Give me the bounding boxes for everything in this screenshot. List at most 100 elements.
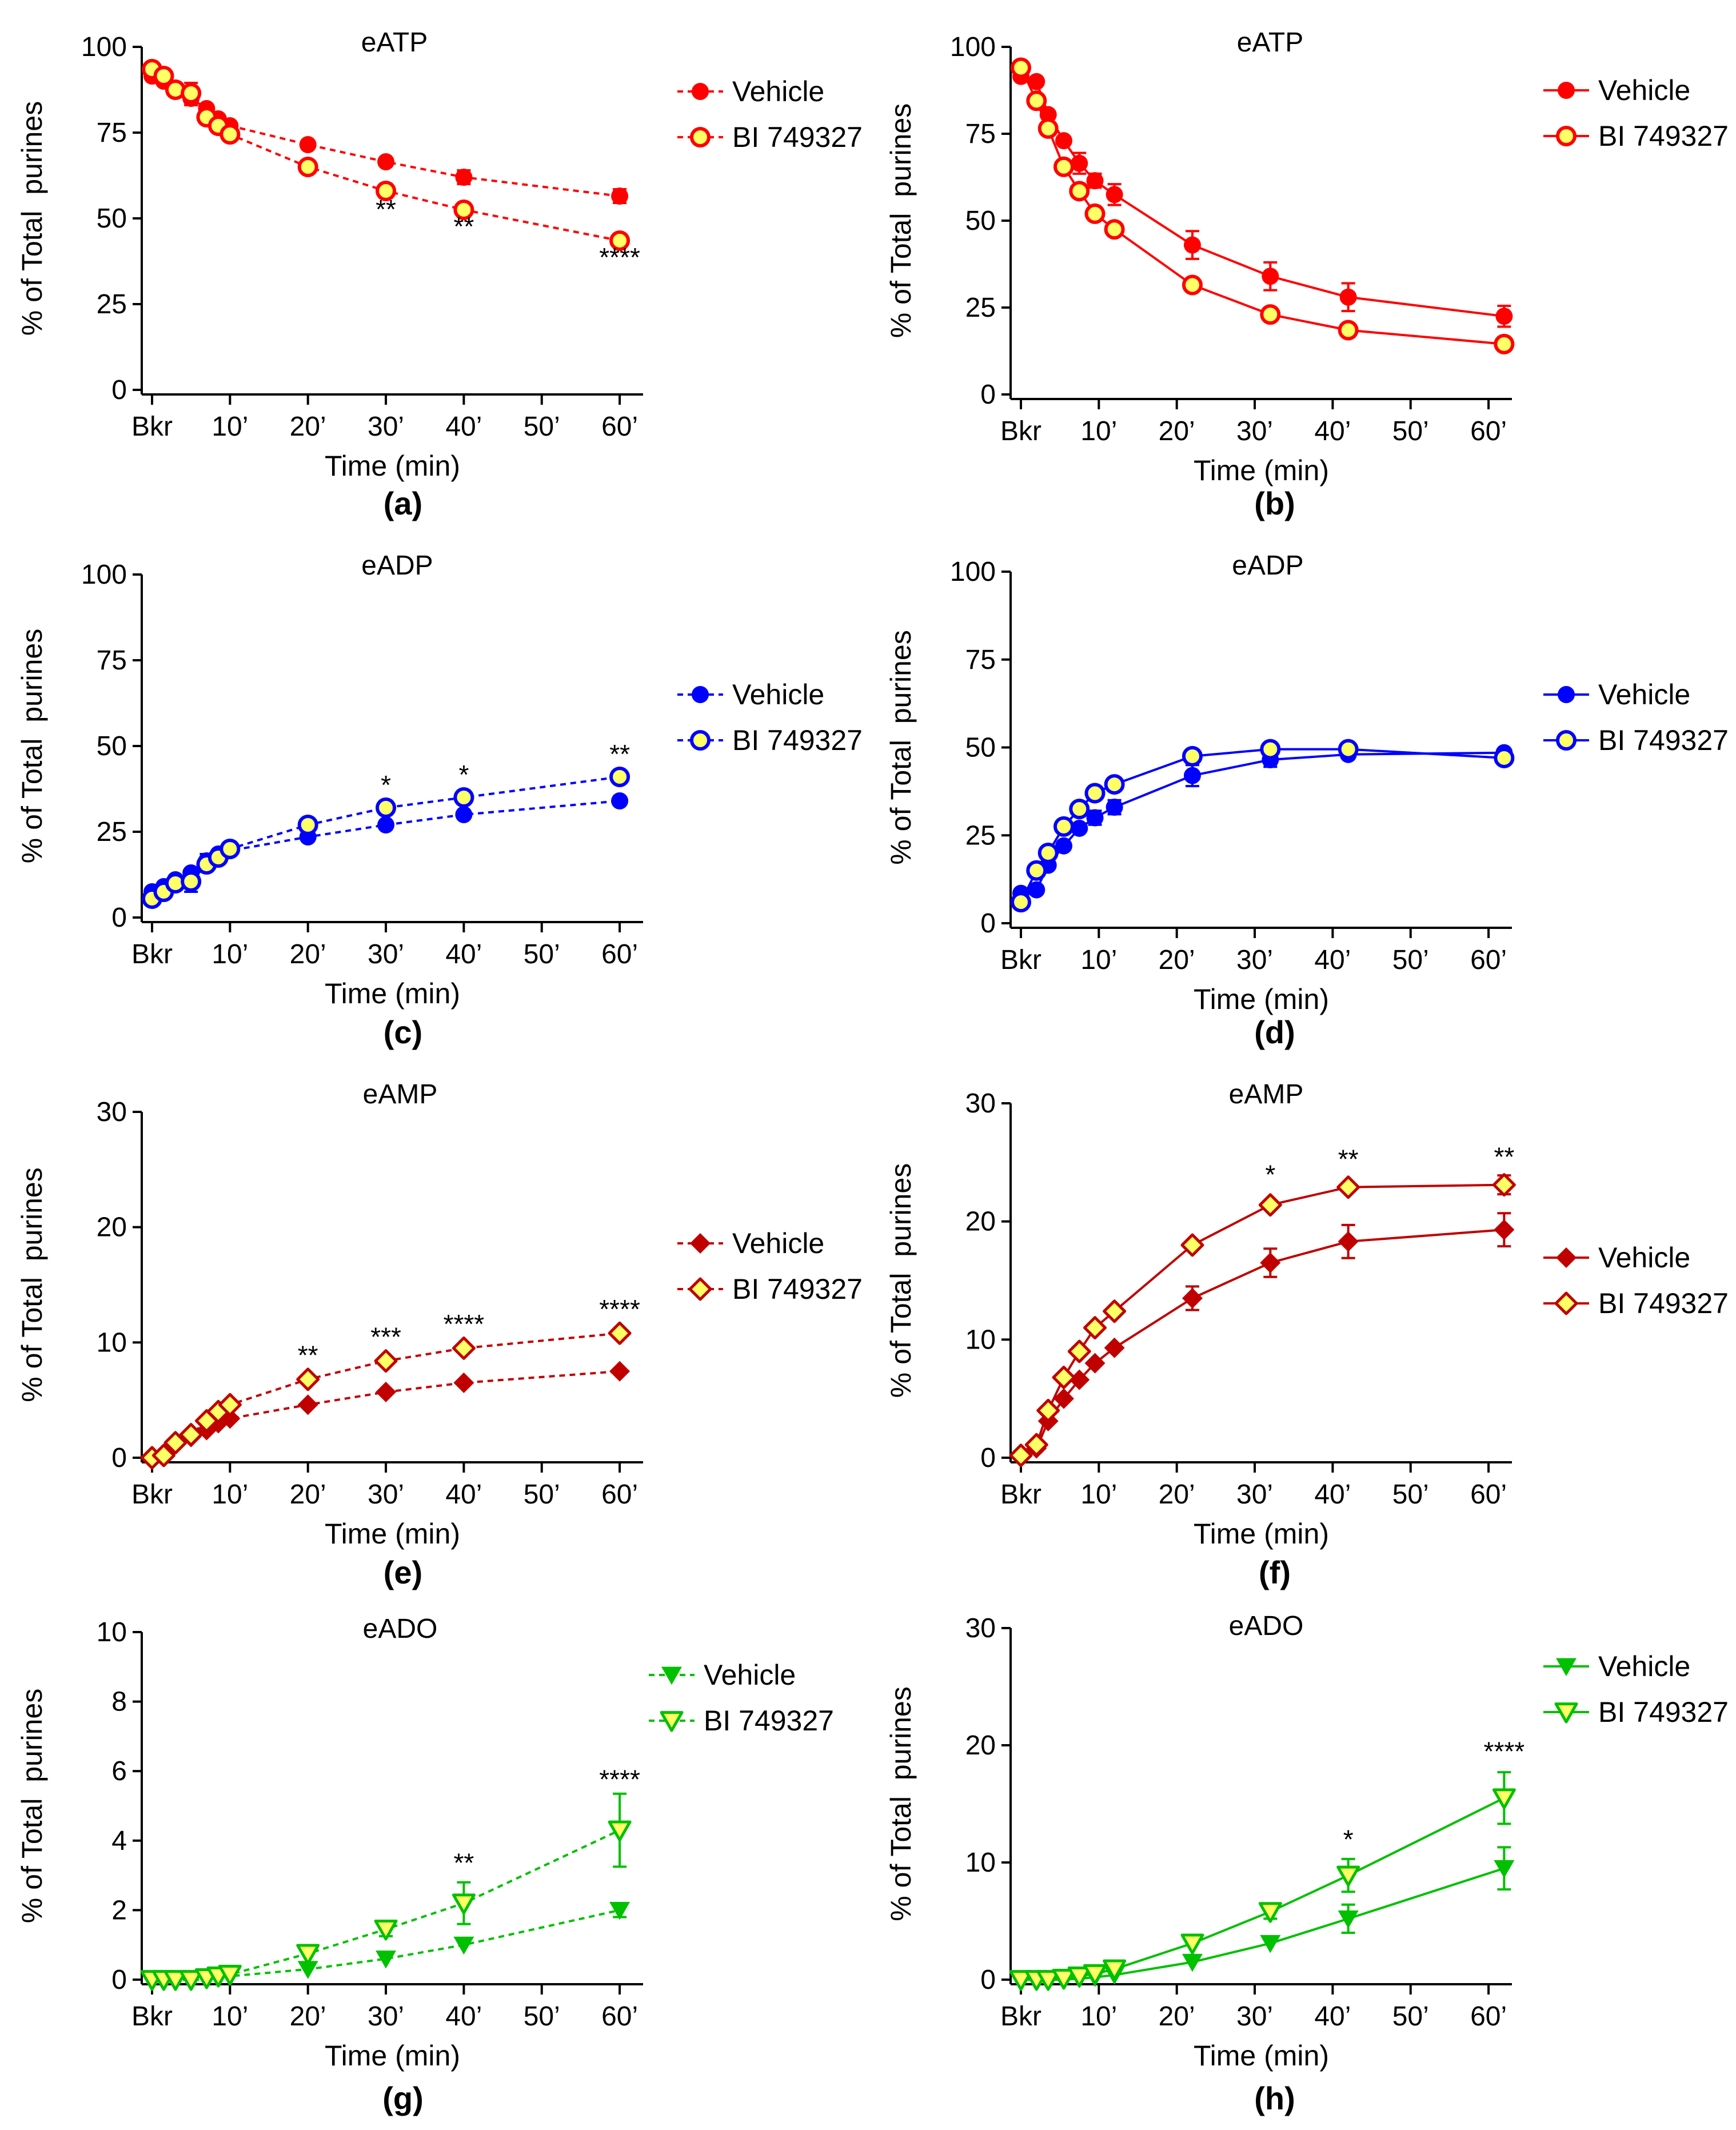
data-point: [297, 815, 318, 835]
panel-a: 0 25 50 75 100 Bkr 10’ 20’ 30’ 40’ 50’ 60’ Time (min…: [16, 27, 863, 521]
x-tick-label: 60’: [601, 2001, 638, 2032]
data-point: [455, 806, 473, 823]
x-tick-label: 50’: [1392, 416, 1429, 446]
y-tick-label: 100: [950, 557, 996, 587]
y-tick-label: 20: [965, 1207, 996, 1237]
legend-marker: [661, 1666, 682, 1685]
data-point: [1026, 90, 1047, 111]
significance-marker: **: [609, 739, 630, 769]
series-line: [1020, 75, 1504, 318]
x-axis-title: Time (min): [1194, 2040, 1329, 2072]
significance-marker: ****: [599, 242, 640, 272]
data-point: [453, 1936, 474, 1955]
x-tick-label: 40’: [445, 412, 482, 442]
y-tick-label: 30: [97, 1097, 127, 1127]
series-line: [1021, 1797, 1505, 1981]
data-point: [1083, 1316, 1107, 1340]
y-tick-label: 100: [81, 560, 127, 590]
data-point: [1182, 1953, 1203, 1972]
legend-label: Vehicle: [732, 75, 824, 107]
x-tick-label: 60’: [601, 1479, 638, 1510]
data-point: [1183, 236, 1201, 254]
data-point: [1338, 739, 1359, 760]
y-tick-label: 4: [111, 1826, 127, 1856]
y-tick-label: 10: [965, 1848, 996, 1878]
legend: Vehicle BI 749327: [1543, 1650, 1729, 1728]
data-point: [376, 797, 397, 818]
x-tick-label: Bkr: [1000, 416, 1041, 446]
data-point: [1084, 783, 1106, 804]
y-tick-label: 20: [97, 1212, 127, 1243]
y-tick-label: 0: [111, 1443, 127, 1473]
panel-title: eATP: [361, 27, 428, 58]
data-point: [1053, 816, 1074, 837]
legend-label: BI 749327: [1598, 120, 1729, 152]
y-tick-label: 75: [97, 118, 127, 148]
legend: Vehicle BI 749327: [1543, 1242, 1729, 1319]
data-point: [611, 792, 629, 809]
y-tick-label: 10: [97, 1327, 127, 1358]
x-tick-label: 10’: [1080, 2001, 1117, 2032]
panel-b: 0 25 50 75 100 Bkr 10’ 20’ 30’ 40’ 50’ 60’ Time (min…: [885, 27, 1729, 521]
legend-label: BI 749327: [704, 1705, 834, 1737]
series-bi-749327: [140, 1792, 632, 1991]
data-point: [1069, 799, 1090, 820]
x-tick-label: 30’: [368, 939, 404, 970]
panel-e: 0 10 20 30 Bkr 10’ 20’ 30’ 40’ 50’ 60’ Time (min) % …: [16, 1079, 863, 1590]
x-tick-label: 30’: [368, 1479, 404, 1510]
y-tick-label: 75: [965, 645, 996, 675]
legend: Vehicle BI 749327: [1543, 679, 1729, 756]
data-point: [1104, 219, 1125, 240]
x-axis-title: Time (min): [325, 1518, 460, 1550]
significance-marker: ****: [599, 1294, 640, 1324]
data-point: [1180, 1933, 1204, 1955]
x-tick-label: 10’: [211, 2001, 248, 2032]
data-point: [1104, 774, 1125, 795]
y-tick-label: 2: [111, 1895, 127, 1925]
significance-marker: *: [381, 770, 391, 800]
legend: Vehicle BI 749327: [677, 679, 863, 756]
x-tick-label: 10’: [1080, 1479, 1117, 1510]
x-tick-label: 30’: [1236, 1479, 1273, 1510]
x-axis-title: Time (min): [1194, 1518, 1329, 1550]
data-point: [1182, 274, 1203, 296]
data-point: [1336, 1865, 1360, 1887]
legend: Vehicle BI 749327: [1543, 74, 1729, 152]
data-point: [1494, 747, 1515, 768]
y-axis-title: % of Total purines: [885, 1686, 917, 1921]
legend-marker: [690, 1233, 711, 1254]
x-tick-label: Bkr: [1000, 2001, 1041, 2032]
data-point: [181, 871, 202, 892]
x-tick-label: 20’: [290, 1479, 326, 1510]
legend: Vehicle BI 749327: [649, 1659, 834, 1737]
significance-marker: ****: [599, 1765, 640, 1794]
data-point: [1026, 860, 1047, 881]
x-axis-title: Time (min): [325, 978, 460, 1010]
significance-marker: **: [298, 1341, 318, 1370]
data-point: [1494, 1860, 1515, 1878]
data-point: [1260, 1253, 1281, 1273]
data-point: [163, 1970, 187, 1991]
data-point: [218, 1964, 242, 1986]
significance-marker: *: [1343, 1824, 1354, 1854]
data-point: [1106, 799, 1123, 816]
panel-c: 0 25 50 75 100 Bkr 10’ 20’ 30’ 40’ 50’ 60’ Time (min…: [16, 551, 863, 1050]
data-point: [608, 1321, 632, 1345]
legend-label: Vehicle: [1598, 679, 1690, 711]
y-axis-title: % of Total purines: [16, 101, 48, 336]
x-tick-label: 50’: [524, 939, 560, 970]
y-tick-label: 20: [965, 1730, 996, 1761]
x-tick-label: 20’: [1159, 1479, 1195, 1510]
panel-title: eADP: [361, 551, 433, 581]
x-tick-label: 50’: [524, 412, 560, 442]
data-point: [1052, 1365, 1076, 1389]
data-point: [376, 181, 397, 201]
data-point: [1258, 1902, 1282, 1923]
data-point: [1055, 132, 1072, 150]
panel-label: (g): [382, 2080, 424, 2116]
data-point: [1053, 1388, 1074, 1409]
y-tick-label: 50: [965, 206, 996, 236]
data-point: [1103, 1299, 1127, 1323]
y-tick-label: 30: [965, 1088, 996, 1119]
x-tick-label: 30’: [368, 2001, 404, 2032]
